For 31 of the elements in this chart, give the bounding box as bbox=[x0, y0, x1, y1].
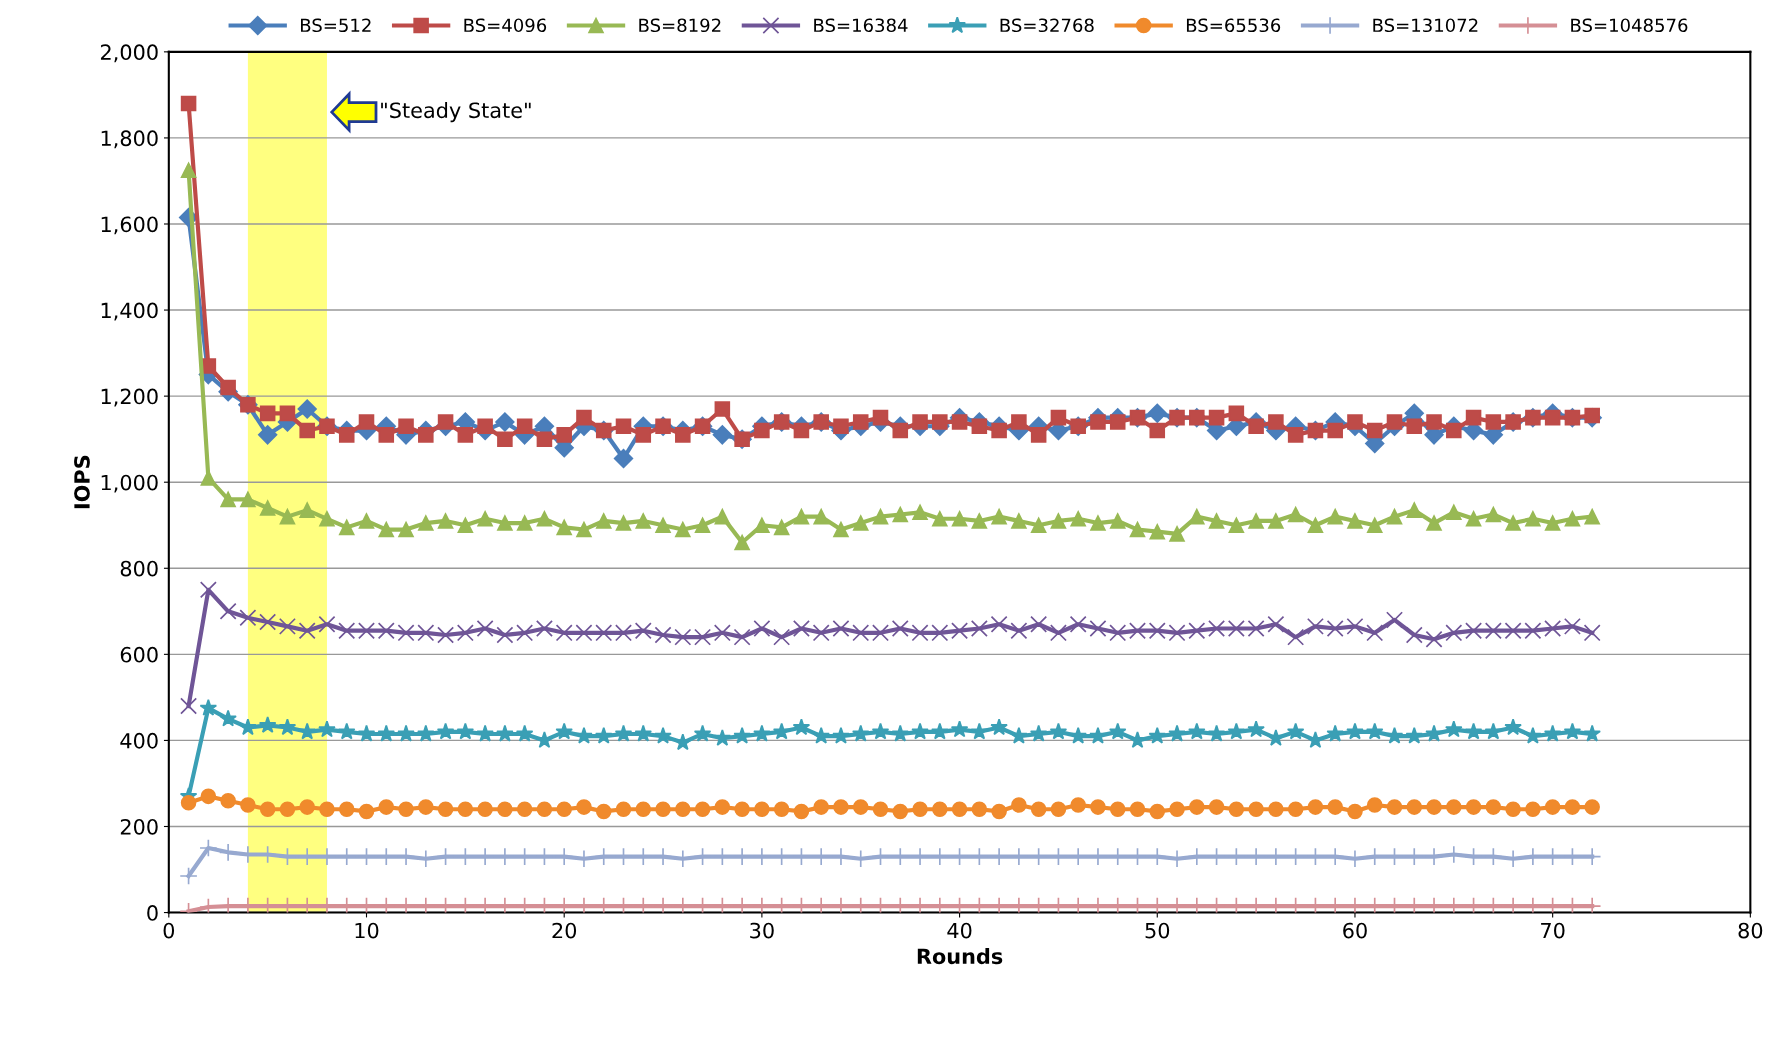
y-tick-label: 200 bbox=[120, 818, 158, 835]
legend-label: BS=4096 bbox=[464, 18, 547, 33]
x-tick-label: 40 bbox=[947, 922, 972, 939]
legend-label: BS=512 bbox=[301, 18, 371, 33]
legend-label: BS=1048576 bbox=[1571, 18, 1688, 33]
y-tick-label: 800 bbox=[120, 560, 158, 577]
y-tick-label: 1,400 bbox=[101, 302, 158, 321]
x-tick-label: 0 bbox=[163, 922, 175, 939]
legend-label: BS=65536 bbox=[1186, 18, 1281, 33]
legend-label: BS=32768 bbox=[1000, 18, 1094, 33]
y-tick-label: 600 bbox=[120, 646, 158, 663]
y-tick-label: 1,600 bbox=[101, 216, 158, 235]
legend-label: BS=16384 bbox=[814, 18, 908, 33]
x-tick-label: 10 bbox=[355, 922, 379, 939]
y-tick-label: 1,000 bbox=[101, 474, 158, 493]
legend-label: BS=131072 bbox=[1373, 18, 1478, 33]
y-axis-title: IOPS bbox=[74, 455, 90, 509]
x-tick-label: 30 bbox=[750, 922, 774, 939]
x-tick-label: 80 bbox=[1738, 922, 1763, 939]
x-tick-label: 50 bbox=[1145, 922, 1170, 939]
y-tick-label: 2,000 bbox=[100, 44, 158, 63]
y-tick-label: 1,200 bbox=[101, 388, 158, 407]
legend-label: BS=8192 bbox=[639, 18, 721, 33]
x-tick-label: 70 bbox=[1541, 922, 1565, 939]
y-tick-label: 400 bbox=[120, 732, 158, 749]
x-axis-title: Rounds bbox=[917, 948, 1003, 965]
y-tick-label: 1,800 bbox=[101, 130, 158, 149]
x-tick-label: 20 bbox=[552, 922, 577, 939]
annotation: "Steady State" bbox=[381, 102, 531, 123]
y-tick-label: 0 bbox=[147, 905, 158, 921]
x-tick-label: 60 bbox=[1343, 922, 1367, 939]
